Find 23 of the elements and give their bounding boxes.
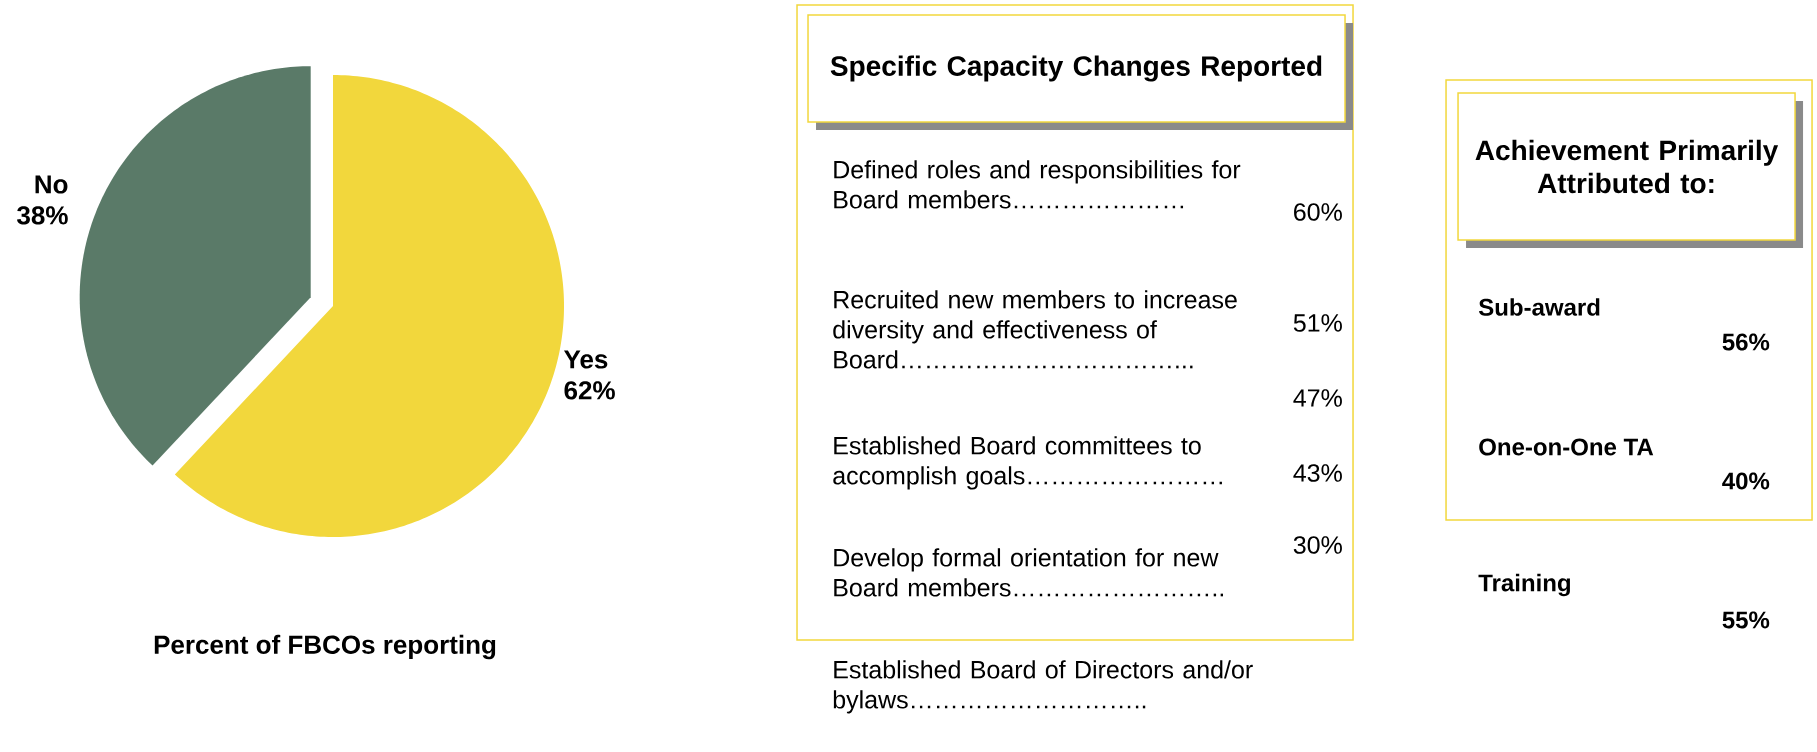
- data-label: 38%: [17, 206, 68, 225]
- text: Defined roles and responsibilities for Board members…………………: [834, 160, 1241, 209]
- text: Specific Capacity Changes Reported: [830, 55, 1322, 82]
- text: Established Board committees to accomplish goals……………………: [833, 436, 1222, 490]
- text: Achievement Primarily Attributed to:: [1475, 139, 1779, 194]
- text: Recruited new members to increase diversity and effectiveness of Board……………………………...: [833, 290, 1237, 369]
- text: Develop formal orientation for new Board members……………………..: [834, 548, 1224, 597]
- text: Percent of FBCOs reporting: [154, 634, 496, 660]
- slice-label: No: [35, 175, 68, 194]
- text: Training: [1478, 573, 1570, 597]
- text: 30%: [1293, 536, 1342, 554]
- text: One-on-One TA: [1479, 438, 1654, 456]
- text: 60%: [1294, 203, 1342, 221]
- text: Sub-award: [1478, 298, 1600, 316]
- slice-label: Yes: [563, 350, 608, 369]
- text: 51%: [1293, 314, 1342, 332]
- text: 47%: [1293, 389, 1342, 407]
- text: 43%: [1293, 464, 1342, 482]
- text: 56%: [1722, 333, 1770, 351]
- text: Established Board of Directors and/or bylaws………………………..: [833, 660, 1253, 714]
- text: 40%: [1722, 472, 1770, 490]
- text: 55%: [1722, 611, 1770, 629]
- data-label: 62%: [564, 381, 615, 400]
